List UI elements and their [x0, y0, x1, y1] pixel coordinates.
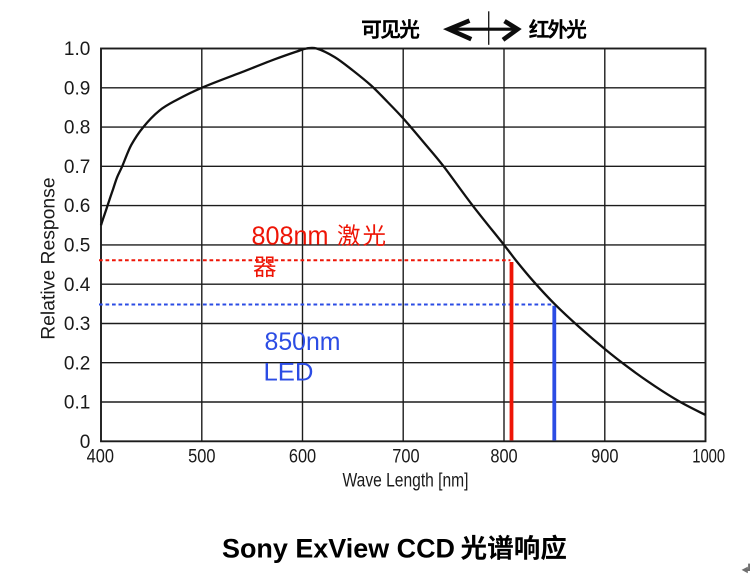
- svg-text:Sony ExView CCD: Sony ExView CCD: [222, 534, 455, 564]
- svg-text:850nm: 850nm: [265, 328, 341, 356]
- svg-text:808nm: 808nm: [252, 223, 329, 251]
- svg-text:400: 400: [87, 446, 114, 467]
- svg-text:600: 600: [289, 446, 316, 467]
- svg-text:500: 500: [188, 446, 215, 467]
- svg-text:LED: LED: [264, 359, 314, 387]
- svg-text:0.3: 0.3: [64, 314, 90, 335]
- svg-text:0.7: 0.7: [64, 157, 90, 178]
- svg-text:Wave Length [nm]: Wave Length [nm]: [343, 471, 469, 492]
- svg-text:1.0: 1.0: [64, 39, 90, 60]
- svg-text:0.6: 0.6: [64, 196, 90, 217]
- svg-text:1000: 1000: [692, 446, 725, 467]
- svg-text:900: 900: [591, 446, 618, 467]
- svg-text:800: 800: [490, 446, 517, 467]
- svg-text:0: 0: [80, 432, 91, 453]
- svg-text:0.9: 0.9: [64, 78, 90, 99]
- svg-text:0.1: 0.1: [64, 393, 90, 414]
- svg-text:0.4: 0.4: [64, 275, 91, 296]
- svg-text:700: 700: [392, 446, 419, 467]
- svg-text:Relative Response: Relative Response: [38, 177, 60, 339]
- svg-text:0.5: 0.5: [64, 236, 90, 257]
- svg-text:0.2: 0.2: [64, 353, 90, 374]
- svg-text:0.8: 0.8: [64, 118, 90, 139]
